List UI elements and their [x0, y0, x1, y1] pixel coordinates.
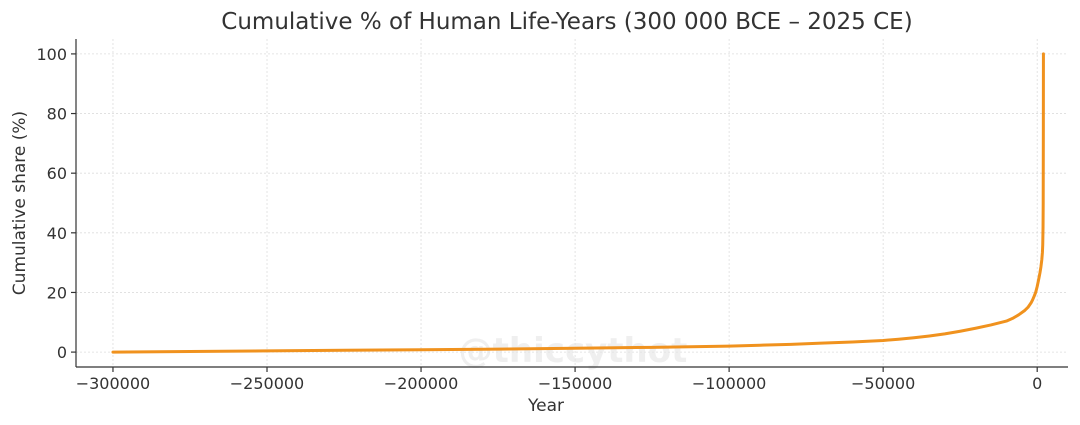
- y-tick-label: 80: [47, 105, 67, 124]
- y-tick-label: 100: [36, 45, 67, 64]
- y-axis-label: Cumulative share (%): [10, 111, 30, 295]
- x-tick-label: 0: [1032, 374, 1042, 393]
- series-layer: [111, 52, 1045, 354]
- x-tick-label: −100000: [692, 374, 766, 393]
- x-tick-label: −300000: [76, 374, 150, 393]
- x-tick-label: −150000: [538, 374, 612, 393]
- grid-layer: [76, 39, 1068, 367]
- y-tick-label: 0: [57, 343, 67, 362]
- y-tick-label: 40: [47, 224, 67, 243]
- x-tick-label: −50000: [851, 374, 915, 393]
- y-tick-label: 20: [47, 283, 67, 302]
- series-line: [111, 52, 1045, 354]
- watermark-text: @thiccythot: [459, 331, 688, 371]
- y-tick-label: 60: [47, 164, 67, 183]
- x-axis-label: Year: [527, 396, 564, 416]
- axes-layer: [75, 39, 1068, 368]
- chart-title: Cumulative % of Human Life-Years (300 00…: [221, 9, 912, 35]
- x-tick-label: −200000: [384, 374, 458, 393]
- x-tick-label: −250000: [230, 374, 304, 393]
- ticks-layer: −300000 −250000 −200000 −150000 −100000 −5000…: [36, 45, 1042, 393]
